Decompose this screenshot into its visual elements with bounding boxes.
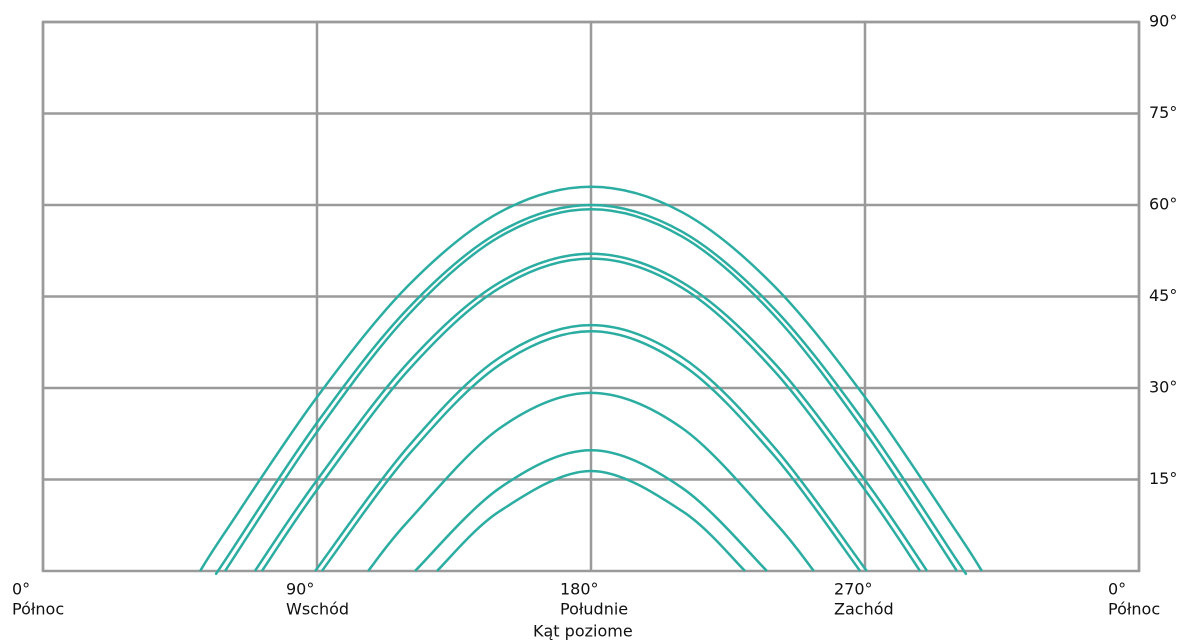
y-tick-label: 30° <box>1149 378 1177 397</box>
sun-path <box>253 252 929 572</box>
x-tick-name: Zachód <box>834 600 894 619</box>
sun-path <box>367 391 815 572</box>
x-tick-name: Północ <box>12 600 64 619</box>
sun-path <box>260 257 922 572</box>
y-tick-label: 60° <box>1149 195 1177 214</box>
x-tick-label: 0° <box>1108 580 1126 599</box>
sun-path <box>214 203 968 575</box>
sun-path <box>199 185 983 572</box>
x-tick-name: Południe <box>560 600 628 619</box>
y-tick-label: 90° <box>1149 12 1177 31</box>
x-tick-label: 90° <box>286 580 314 599</box>
y-tick-label: 15° <box>1149 469 1177 488</box>
x-tick-label: 270° <box>834 580 873 599</box>
y-tick-label: 75° <box>1149 103 1177 122</box>
x-tick-label: 0° <box>12 580 30 599</box>
x-tick-name: Wschód <box>286 600 349 619</box>
sun-path <box>314 323 868 572</box>
sun-path <box>414 448 768 572</box>
sun-path <box>320 330 862 572</box>
sun-path <box>224 208 958 572</box>
x-tick-label: 180° <box>560 580 599 599</box>
x-axis-label: Kąt poziome <box>533 622 633 641</box>
sun-path <box>436 469 746 572</box>
x-tick-name: Północ <box>1108 600 1160 619</box>
y-tick-label: 45° <box>1149 286 1177 305</box>
